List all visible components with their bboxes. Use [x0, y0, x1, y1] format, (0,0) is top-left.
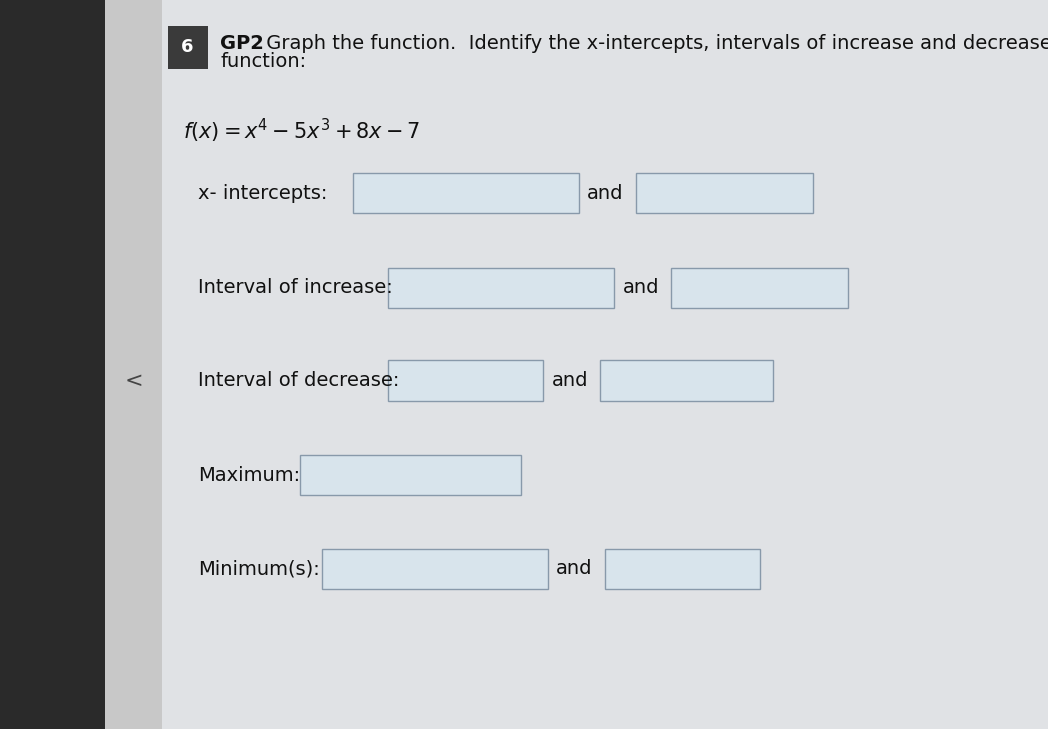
Text: Interval of decrease:: Interval of decrease:	[198, 371, 399, 390]
Text: x- intercepts:: x- intercepts:	[198, 184, 327, 203]
FancyBboxPatch shape	[636, 173, 813, 213]
FancyBboxPatch shape	[353, 173, 578, 213]
Text: Interval of increase:: Interval of increase:	[198, 278, 393, 297]
FancyBboxPatch shape	[300, 455, 521, 496]
Text: and: and	[551, 371, 588, 390]
FancyBboxPatch shape	[605, 548, 760, 589]
FancyBboxPatch shape	[168, 26, 208, 69]
Text: Maximum:: Maximum:	[198, 466, 300, 485]
Text: Graph the function.  Identify the x-intercepts, intervals of increase and decrea: Graph the function. Identify the x-inter…	[260, 34, 1048, 53]
FancyBboxPatch shape	[0, 0, 105, 729]
Text: Minimum(s):: Minimum(s):	[198, 559, 320, 578]
Text: and: and	[556, 559, 592, 578]
Text: GP2: GP2	[220, 34, 264, 53]
Text: <: <	[125, 370, 143, 391]
FancyBboxPatch shape	[162, 0, 1048, 729]
FancyBboxPatch shape	[388, 361, 543, 401]
FancyBboxPatch shape	[388, 268, 614, 308]
Text: 6: 6	[181, 39, 194, 56]
Text: and: and	[623, 278, 659, 297]
FancyBboxPatch shape	[322, 548, 548, 589]
FancyBboxPatch shape	[601, 361, 773, 401]
FancyBboxPatch shape	[671, 268, 848, 308]
Text: and: and	[587, 184, 624, 203]
Text: function:: function:	[220, 52, 306, 71]
Text: $f(x) = x^4 - 5x^3 + 8x - 7$: $f(x) = x^4 - 5x^3 + 8x - 7$	[183, 117, 420, 145]
